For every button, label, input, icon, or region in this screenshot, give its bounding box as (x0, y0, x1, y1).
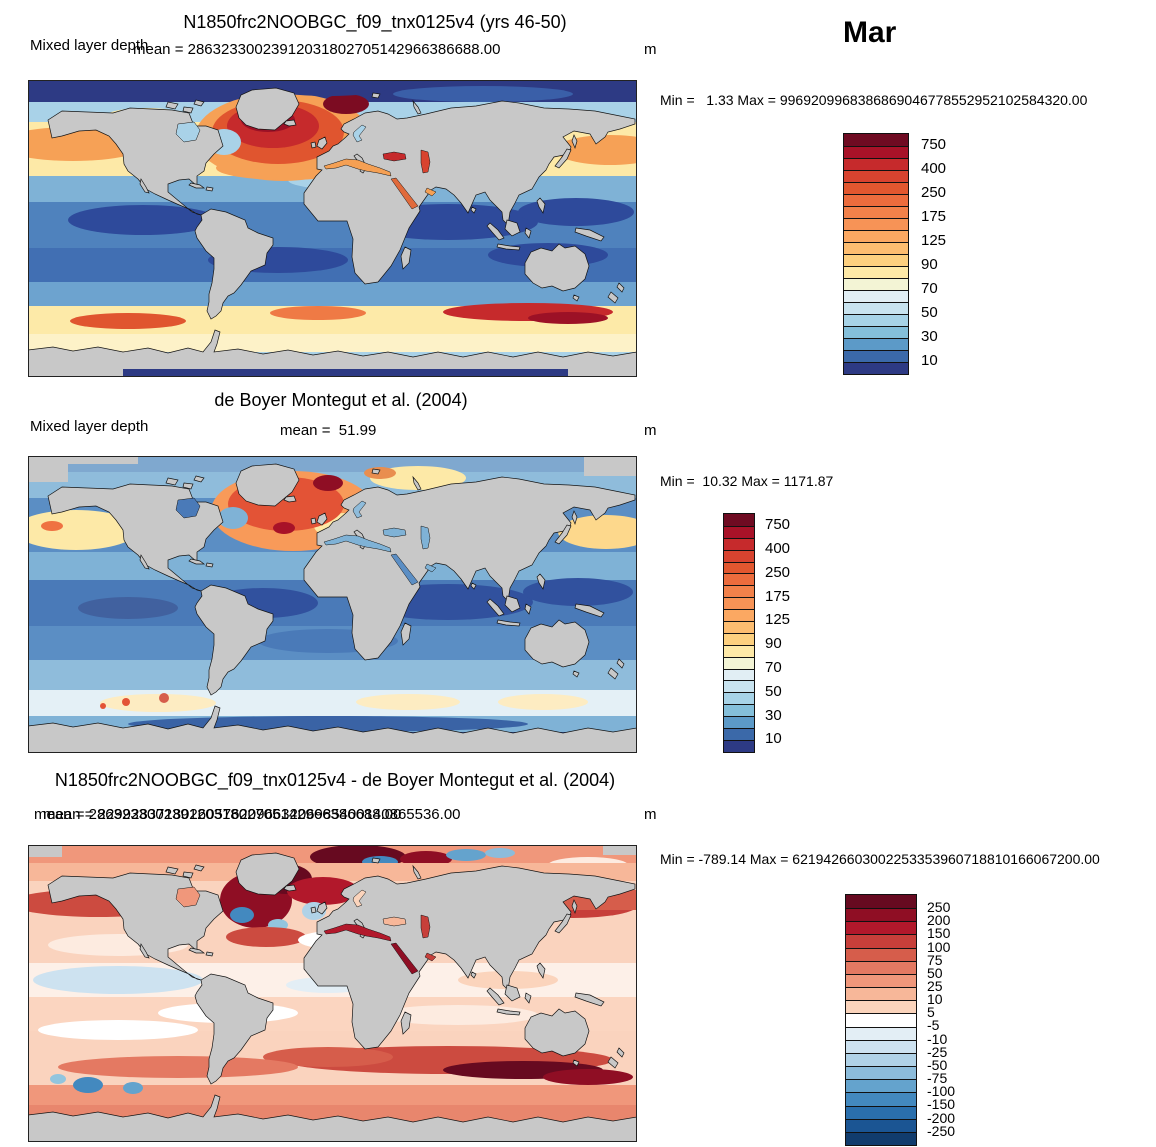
colorbar-tick-label: 100 (927, 938, 951, 955)
colorbar-tick-label: 175 (765, 587, 791, 605)
colorbar-tick-label: 400 (921, 160, 947, 178)
map-obs (28, 456, 637, 753)
colorbar-bands (843, 133, 909, 375)
colorbar-tick-label: -200 (927, 1109, 956, 1126)
colorbar-tick-label: 30 (765, 706, 782, 724)
panel1-title: N1850frc2NOOBGC_f09_tnx0125v4 (yrs 46-50… (183, 12, 567, 32)
colorbar-tick-label: -25 (927, 1043, 948, 1060)
colorbar-tick-label: 50 (921, 304, 938, 322)
colorbar-tick-label: 200 (927, 912, 951, 929)
colorbar-tick-label: 750 (921, 136, 947, 154)
panel1-minmax: Min = 1.33 Max = 99692099683868690467785… (660, 92, 1088, 108)
colorbar-tick-label: 250 (927, 899, 951, 916)
panel2-mean-label: mean = 51.99 (280, 422, 377, 439)
map-diff (28, 845, 637, 1142)
panel2-minmax: Min = 10.32 Max = 1171.87 (660, 473, 834, 489)
panel3-units: m (644, 806, 657, 823)
colorbar-tick-label: 70 (921, 280, 938, 298)
colorbar-tick-label: 10 (921, 352, 938, 370)
colorbar-tick-label: 10 (765, 730, 782, 748)
colorbar-tick-label: 90 (921, 256, 938, 274)
panel1-units: m (644, 41, 657, 58)
map-obs-field (28, 456, 637, 753)
colorbar-tick-label: -75 (927, 1070, 948, 1087)
colorbar-tick-label: -50 (927, 1056, 948, 1073)
panel2-title: de Boyer Montegut et al. (2004) (214, 390, 468, 410)
colorbar-tick-label: 75 (927, 951, 943, 968)
map-model (28, 80, 637, 377)
map-diff-frame (28, 845, 637, 1142)
colorbar-tick-label: 175 (921, 208, 947, 226)
panel1-mean-label: mean = 286323300239120318027051429663866… (133, 41, 501, 58)
panel1-field-label: Mixed layer depth (30, 37, 149, 54)
panel3-minmax: Min = -789.14 Max = 62194266030022533539… (660, 851, 1100, 867)
colorbar-tick-label: 25 (927, 977, 943, 994)
colorbar-tick-label: 50 (927, 964, 943, 981)
colorbar-tick-label: 5 (927, 1004, 935, 1021)
colorbar-tick-label: 250 (765, 563, 791, 581)
colorbar-tick-label: 90 (765, 635, 782, 653)
map-model-field (28, 80, 637, 377)
colorbar-tick-label: 10 (927, 991, 943, 1008)
colorbar-diff: 250 200 150 100 75 50 25 10 5 -5 -10 -25 -50 -75 -100-… (845, 894, 955, 1146)
panel2-units: m (644, 422, 657, 439)
colorbar-tick-label: -10 (927, 1030, 948, 1047)
month-title: Mar (843, 16, 897, 49)
colorbar-bands (845, 894, 917, 1146)
colorbar-tick-label: 50 (765, 682, 782, 700)
colorbar-tick-label: 250 (921, 184, 947, 202)
colorbar-tick-label: 400 (765, 540, 791, 557)
colorbar-tick-label: 125 (765, 611, 791, 629)
colorbar-tick-label: 70 (765, 659, 782, 676)
colorbar-tick-label: 125 (921, 232, 947, 250)
panel2-field-label: Mixed layer depth (30, 418, 149, 435)
colorbar-tick-label: 150 (927, 925, 951, 942)
colorbar-tick-label: 750 (765, 516, 791, 534)
colorbar-bands (723, 513, 755, 753)
colorbar-tick-label: -5 (927, 1017, 940, 1034)
map-diff-field (28, 845, 637, 1142)
panel3-mean-label: mean = 286323300239120318027051429663866… (34, 806, 402, 823)
map-model-frame (28, 80, 637, 377)
panel3-mean-label-overlay: mean = 229928371802605762096632069854001… (43, 806, 461, 823)
map-obs-frame (28, 456, 637, 753)
colorbar-tick-label: 30 (921, 328, 938, 346)
colorbar-model: 750 400 250 175 125 90 70 50 30 10 (843, 133, 946, 375)
colorbar-tick-label: -150 (927, 1096, 956, 1113)
panel3-title: N1850frc2NOOBGC_f09_tnx0125v4 - de Boyer… (54, 770, 616, 790)
colorbar-tick-label: -100 (927, 1083, 956, 1100)
colorbar-tick-label: -250 (927, 1122, 956, 1139)
colorbar-obs: 750 400 250 175 125 90 70 50 30 10 (723, 513, 790, 753)
